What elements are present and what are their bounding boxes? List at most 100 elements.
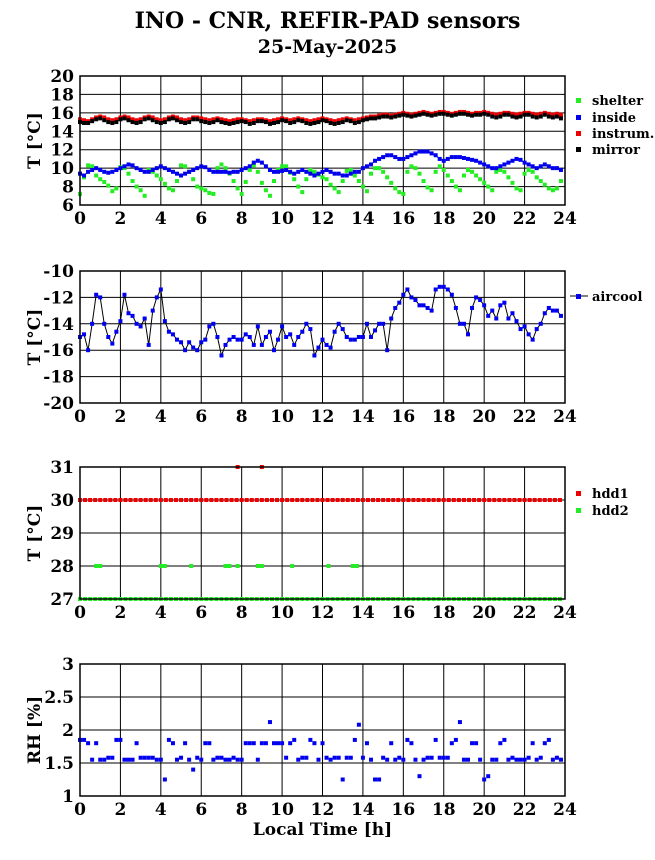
- data-point: [199, 757, 204, 762]
- data-point: [292, 737, 297, 742]
- data-point: [453, 155, 458, 160]
- x-tick-label: 10: [270, 209, 294, 229]
- data-point: [231, 120, 236, 125]
- data-point: [393, 155, 398, 160]
- x-tick-label: 0: [74, 603, 86, 623]
- data-point: [134, 184, 139, 189]
- data-point: [425, 305, 430, 310]
- x-tick-label: 4: [155, 209, 167, 229]
- data-point: [494, 166, 499, 171]
- data-point: [285, 498, 290, 502]
- y-tick-label: 6: [62, 196, 74, 216]
- data-point: [477, 498, 482, 502]
- x-tick-label: 12: [311, 407, 335, 427]
- series-hdd1: [78, 465, 562, 502]
- data-point: [558, 179, 563, 184]
- data-point: [123, 498, 128, 502]
- data-point: [534, 112, 539, 117]
- data-point: [239, 119, 244, 124]
- data-point: [417, 112, 422, 117]
- data-point: [162, 120, 167, 125]
- x-tick-label: 24: [553, 407, 577, 427]
- data-point: [405, 287, 410, 292]
- data-point: [162, 117, 167, 122]
- data-point: [542, 162, 547, 167]
- data-point: [219, 169, 224, 174]
- data-point: [449, 155, 454, 160]
- data-point: [284, 119, 289, 124]
- data-point: [251, 741, 256, 746]
- data-point: [290, 498, 295, 502]
- data-point: [514, 186, 519, 191]
- data-point: [558, 116, 563, 121]
- data-point: [425, 185, 430, 190]
- data-point: [514, 156, 519, 161]
- data-point: [312, 118, 317, 123]
- data-point: [360, 755, 365, 760]
- data-point: [102, 118, 107, 123]
- data-point: [429, 308, 434, 313]
- y-tick-label: 8: [62, 178, 74, 198]
- data-point: [510, 180, 515, 185]
- y-axis-label: T [°C]: [25, 112, 45, 169]
- data-point: [437, 156, 442, 161]
- data-point: [312, 741, 317, 746]
- data-point: [526, 167, 531, 172]
- data-point: [189, 564, 194, 568]
- data-point: [449, 179, 454, 184]
- data-point: [114, 167, 119, 172]
- data-point: [421, 303, 426, 308]
- data-point: [158, 164, 163, 169]
- y-tick-label: -12: [43, 288, 74, 308]
- data-point: [175, 337, 179, 342]
- data-point: [150, 308, 155, 313]
- data-point: [122, 292, 127, 297]
- data-point: [251, 160, 256, 165]
- data-point: [288, 169, 293, 174]
- data-point: [324, 119, 329, 124]
- data-point: [267, 193, 272, 198]
- data-point: [494, 112, 499, 117]
- data-point: [494, 115, 499, 120]
- data-point: [538, 164, 543, 169]
- data-point: [199, 186, 204, 191]
- data-point: [227, 757, 232, 762]
- data-point: [110, 169, 115, 174]
- data-point: [223, 169, 228, 174]
- data-point: [223, 166, 228, 171]
- data-point: [437, 111, 442, 116]
- data-point: [352, 120, 357, 125]
- data-point: [130, 757, 135, 762]
- x-tick-label: 8: [236, 407, 248, 427]
- data-point: [296, 184, 301, 189]
- data-point: [429, 113, 434, 118]
- plot-frame: [79, 270, 566, 404]
- data-point: [272, 741, 276, 746]
- data-point: [494, 316, 499, 321]
- data-point: [296, 335, 301, 339]
- data-point: [356, 120, 361, 125]
- data-point: [490, 188, 495, 193]
- data-point: [538, 755, 543, 760]
- data-point: [348, 119, 353, 124]
- data-point: [364, 164, 369, 169]
- x-tick-label: 22: [513, 407, 537, 427]
- data-point: [173, 498, 178, 502]
- data-point: [405, 737, 410, 742]
- data-point: [203, 188, 208, 193]
- data-point: [506, 160, 511, 165]
- data-point: [118, 117, 123, 122]
- data-point: [113, 498, 118, 502]
- data-point: [288, 120, 293, 125]
- data-point: [308, 171, 313, 176]
- data-point: [204, 498, 209, 502]
- data-point: [457, 720, 462, 725]
- data-point: [179, 498, 184, 502]
- data-point: [522, 498, 527, 502]
- series-instrum: [78, 109, 563, 124]
- data-point: [183, 741, 188, 746]
- data-point: [356, 722, 361, 727]
- data-point: [345, 498, 350, 502]
- data-point: [128, 498, 133, 502]
